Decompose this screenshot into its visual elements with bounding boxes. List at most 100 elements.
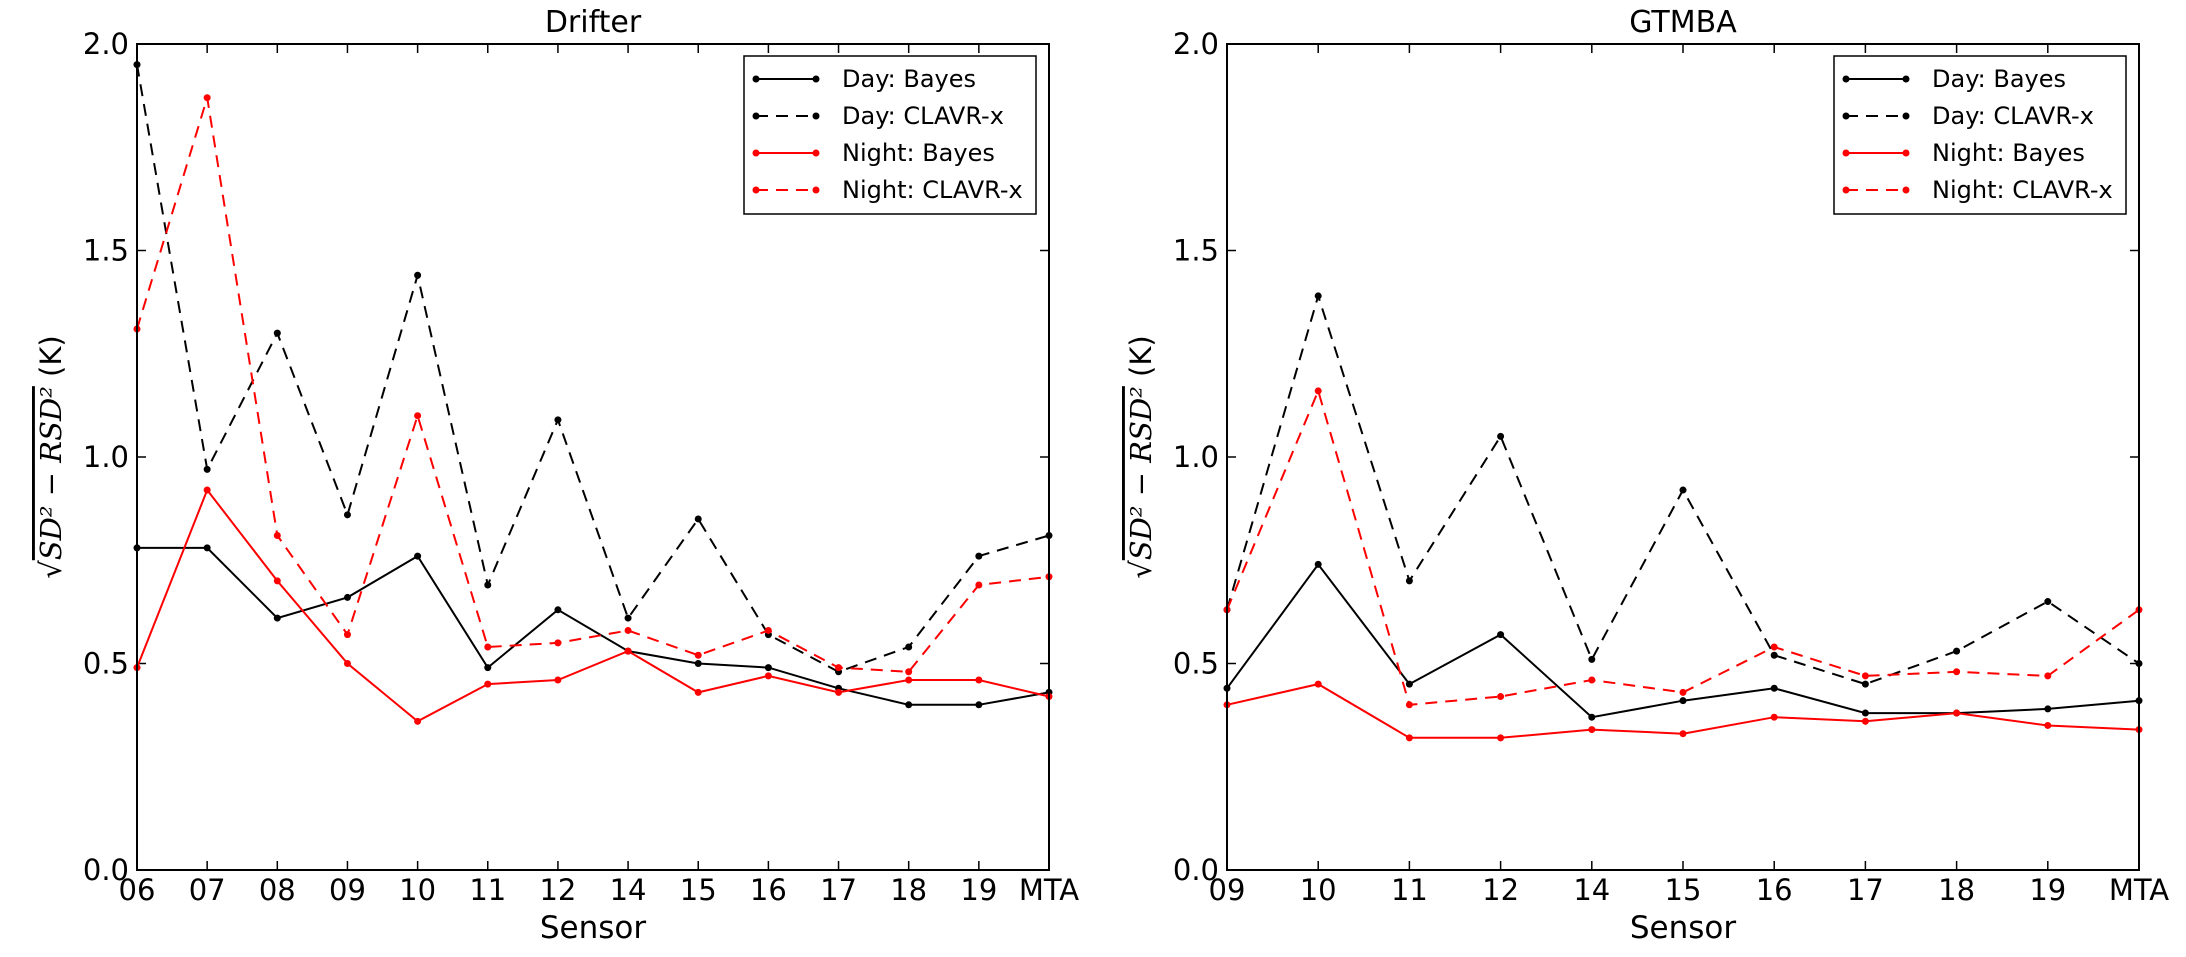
legend-label: Day: Bayes xyxy=(842,65,976,93)
data-point xyxy=(343,660,351,667)
data-point xyxy=(835,664,843,672)
data-point xyxy=(2044,672,2052,680)
data-point xyxy=(1770,684,1778,692)
data-point xyxy=(484,664,492,672)
data-point xyxy=(484,581,492,589)
data-point xyxy=(1588,676,1596,684)
x-tick-label: 08 xyxy=(259,873,296,907)
x-tick-label: 16 xyxy=(750,873,787,907)
legend-box xyxy=(1833,55,2127,215)
data-point xyxy=(1588,655,1596,663)
data-point xyxy=(414,717,422,725)
data-point xyxy=(1861,709,1869,717)
y-tick-label: 1.0 xyxy=(1173,440,1219,474)
data-point xyxy=(554,676,562,684)
x-tick-label: 12 xyxy=(1482,873,1519,907)
data-point xyxy=(343,593,351,601)
data-point xyxy=(1314,680,1322,688)
legend-box xyxy=(743,55,1037,215)
plot-frame xyxy=(1226,43,2140,871)
plot-frame xyxy=(136,43,1050,871)
x-tick-label: 09 xyxy=(329,873,366,907)
legend-label: Day: Bayes xyxy=(1932,65,2066,93)
data-point xyxy=(203,465,211,473)
series-line xyxy=(136,64,1050,673)
x-tick-label: 10 xyxy=(1300,873,1337,907)
data-point xyxy=(975,552,983,560)
data-point xyxy=(203,94,211,102)
legend-marker xyxy=(1842,186,1850,194)
y-tick-label: 1.5 xyxy=(1173,234,1219,268)
x-tick-label: 18 xyxy=(890,873,927,907)
data-point xyxy=(764,664,772,672)
legend-marker xyxy=(752,186,760,194)
data-point xyxy=(273,329,281,337)
data-point xyxy=(624,614,632,622)
x-tick-label: 06 xyxy=(119,873,156,907)
data-point xyxy=(2044,598,2052,606)
y-axis-label-unit: (K) xyxy=(34,335,68,386)
x-tick-label: 11 xyxy=(469,873,506,907)
data-point xyxy=(1405,734,1413,742)
data-point xyxy=(1314,560,1322,568)
data-point xyxy=(1679,688,1687,696)
data-point xyxy=(1497,432,1505,440)
y-axis-label: √SD² − RSD² (K) xyxy=(34,335,68,578)
data-point xyxy=(1953,647,1961,655)
data-point xyxy=(905,676,913,684)
data-point xyxy=(905,701,913,709)
data-point xyxy=(694,651,702,659)
data-point xyxy=(484,643,492,651)
data-point xyxy=(273,577,281,585)
series-line xyxy=(1226,387,2140,706)
data-point xyxy=(1405,680,1413,688)
y-tick-label: 1.5 xyxy=(83,234,129,268)
data-point xyxy=(975,701,983,709)
y-tick-label: 1.0 xyxy=(83,440,129,474)
data-point xyxy=(1405,577,1413,585)
x-tick-label: MTA xyxy=(2109,873,2169,907)
y-axis-label-root: √ xyxy=(34,560,68,579)
legend-label: Night: Bayes xyxy=(1932,139,2085,167)
gtmba-chart: GTMBA 0.0 0.5 1.0 1.5 2.0 09 10 11 12 14 15 16 17 18 19… xyxy=(1124,5,2169,946)
series-line xyxy=(136,487,1050,723)
data-point xyxy=(1953,709,1961,717)
legend-marker xyxy=(1842,112,1850,120)
legend-label: Day: CLAVR-x xyxy=(1932,102,2094,130)
data-point xyxy=(2044,721,2052,729)
x-tick-label: 16 xyxy=(1756,873,1793,907)
x-tick-label: 09 xyxy=(1209,873,1246,907)
legend-marker xyxy=(812,112,820,120)
data-point xyxy=(273,531,281,539)
data-point xyxy=(554,606,562,614)
data-point xyxy=(975,676,983,684)
data-point xyxy=(203,486,211,494)
legend-marker xyxy=(1902,186,1910,194)
data-point xyxy=(1314,387,1322,395)
legend-marker xyxy=(1842,149,1850,157)
x-tick-label: 15 xyxy=(1665,873,1702,907)
data-point xyxy=(764,626,772,634)
data-point xyxy=(1314,292,1322,300)
y-axis-label-expr: SD² − RSD² xyxy=(1124,386,1158,560)
chart-title: GTMBA xyxy=(1629,5,1737,40)
legend-marker xyxy=(1902,75,1910,83)
y-tick-label: 0.5 xyxy=(83,647,129,681)
data-point xyxy=(1861,680,1869,688)
data-point xyxy=(624,647,632,655)
x-axis-label: Sensor xyxy=(540,910,647,946)
legend-label: Night: Bayes xyxy=(842,139,995,167)
x-tick-label: 15 xyxy=(680,873,717,907)
data-point xyxy=(694,515,702,523)
legend-marker xyxy=(812,186,820,194)
data-point xyxy=(2044,705,2052,713)
data-point xyxy=(835,688,843,696)
y-axis-label: √SD² − RSD² (K) xyxy=(1124,335,1158,578)
y-axis-label-unit: (K) xyxy=(1124,335,1158,386)
data-point xyxy=(1497,734,1505,742)
legend-marker xyxy=(752,112,760,120)
x-tick-label: MTA xyxy=(1019,873,1079,907)
x-tick-label: 18 xyxy=(1938,873,1975,907)
y-tick-label: 0.0 xyxy=(1173,853,1219,887)
data-point xyxy=(1588,713,1596,721)
